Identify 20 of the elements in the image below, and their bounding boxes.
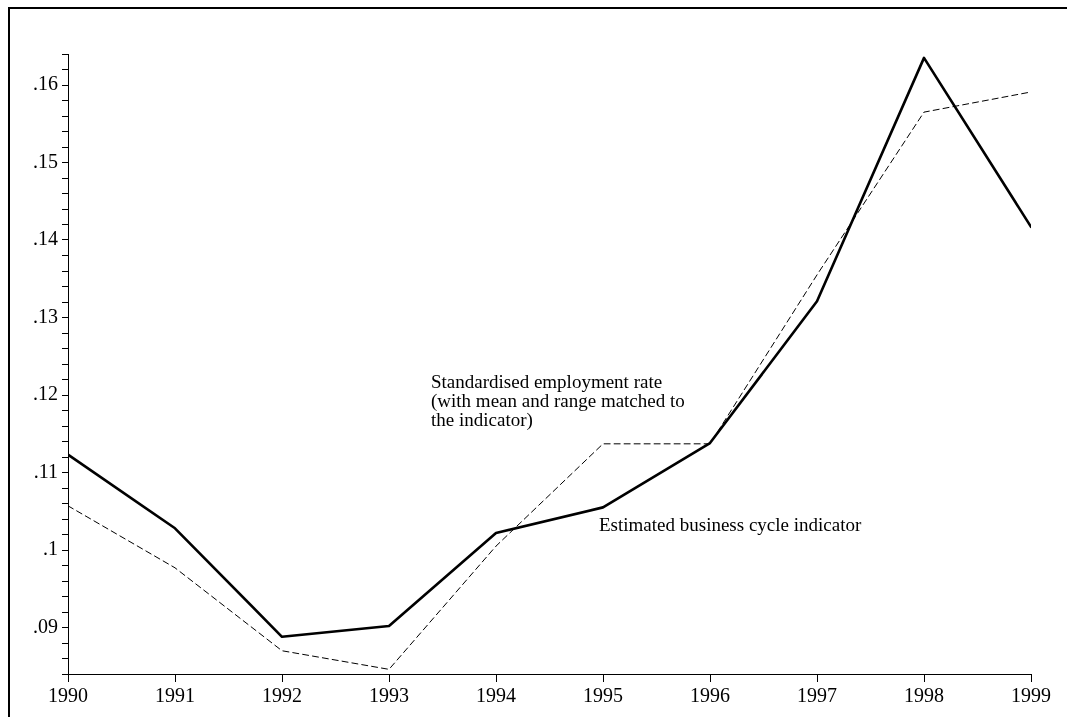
y-tick-label: .13 <box>33 304 58 327</box>
x-tick-label: 1990 <box>48 684 88 707</box>
y-tick-label: .16 <box>33 72 58 95</box>
x-tick-label: 1993 <box>369 684 409 707</box>
x-tick-label: 1991 <box>155 684 195 707</box>
series-label: Estimated business cycle indicator <box>599 514 862 536</box>
y-tick-label: .11 <box>33 459 58 482</box>
x-tick-label: 1998 <box>904 684 944 707</box>
x-tick-label: 1992 <box>262 684 302 707</box>
y-tick-label: .1 <box>43 537 58 560</box>
y-tick-label: .15 <box>33 149 58 172</box>
y-tick-label: .14 <box>33 227 58 250</box>
x-tick-label: 1995 <box>583 684 623 707</box>
y-tick-label: .09 <box>33 614 58 637</box>
series-label: Standardised employment rate (with mean and range matched to the indicator) <box>431 370 685 431</box>
x-tick-label: 1996 <box>690 684 730 707</box>
x-tick-label: 1997 <box>797 684 837 707</box>
y-tick-label: .12 <box>33 382 58 405</box>
x-tick-label: 1999 <box>1011 684 1051 707</box>
x-tick-label: 1994 <box>476 684 516 707</box>
